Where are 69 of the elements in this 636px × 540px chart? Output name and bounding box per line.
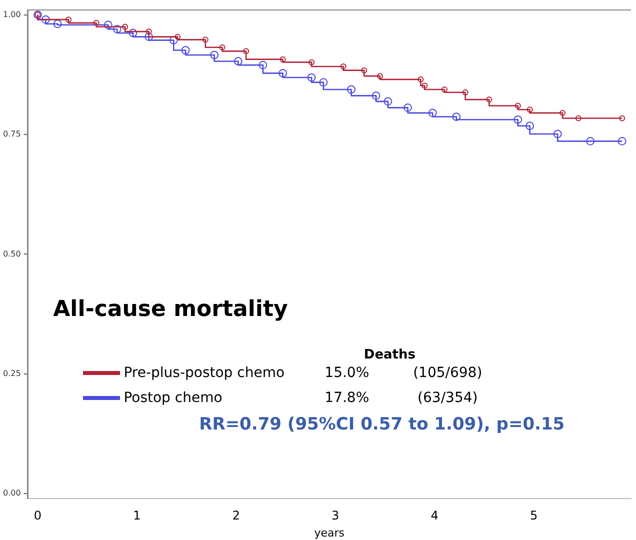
annotation: (105/698) [413,365,482,382]
point [404,103,412,112]
point [112,24,122,34]
point [422,82,428,89]
y-tick-label: 1.00 [3,10,21,19]
point [280,56,286,62]
point [174,34,181,40]
point [418,76,424,82]
x-tick-label: 5 [530,508,538,523]
point [377,73,384,80]
point [169,36,178,44]
x-tick-label: 1 [133,508,141,523]
point [372,92,380,100]
point [144,32,154,42]
point [486,96,492,103]
point [104,20,112,30]
point [384,97,392,106]
legend-label: Postop chemo [124,390,222,406]
point [361,67,368,74]
point [53,20,62,28]
point [181,46,190,54]
point [462,89,468,96]
point [319,78,328,87]
point [452,112,461,121]
point [122,24,128,30]
y-tick-label: 0.00 [3,488,21,498]
y-tick-label: 0.25 [3,368,21,378]
point [618,137,626,146]
point [553,130,562,138]
point [619,115,626,122]
x-axis-title: years [314,526,345,540]
point [586,137,595,146]
text: All-cause mortality [53,297,288,322]
point [307,73,316,82]
annotation: RR=0.79 (95%CI 0.57 to 1.09), p=0.15 [199,414,565,435]
point [560,110,566,116]
x-tick-label: 2 [232,508,240,523]
point [441,86,448,92]
x-tick-label: 0 [34,508,42,523]
x-tick-label: 4 [430,508,438,523]
x-tick-label: 3 [332,508,340,523]
point [347,85,356,94]
point [65,16,72,23]
point [41,15,50,24]
point [278,69,287,78]
point [219,44,226,50]
point [202,36,208,43]
annotation: (63/354) [418,390,478,406]
annotation: 15.0% [324,365,370,382]
point [243,48,250,54]
legend-title: Deaths [364,348,416,363]
point [234,57,242,66]
y-tick-label: 0.75 [3,130,21,139]
point [258,60,268,70]
point [575,115,582,122]
point [526,122,534,130]
annotation: 17.8% [324,390,370,406]
point [428,108,437,118]
point [514,115,522,124]
point [514,102,521,109]
point [93,20,100,26]
point [210,50,219,60]
point [340,64,346,70]
y-tick-label: 0.50 [3,249,21,258]
point [146,28,152,35]
point [526,106,533,113]
point [128,28,138,38]
point [308,59,315,66]
legend-label: Pre-plus-postop chemo [124,365,285,382]
